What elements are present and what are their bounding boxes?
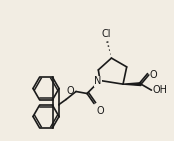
Text: O: O bbox=[66, 85, 74, 95]
Text: O: O bbox=[96, 105, 104, 115]
Text: OH: OH bbox=[152, 85, 167, 95]
Polygon shape bbox=[123, 83, 141, 86]
Text: N: N bbox=[94, 77, 102, 86]
Text: O: O bbox=[150, 70, 157, 80]
Text: Cl: Cl bbox=[102, 29, 111, 39]
